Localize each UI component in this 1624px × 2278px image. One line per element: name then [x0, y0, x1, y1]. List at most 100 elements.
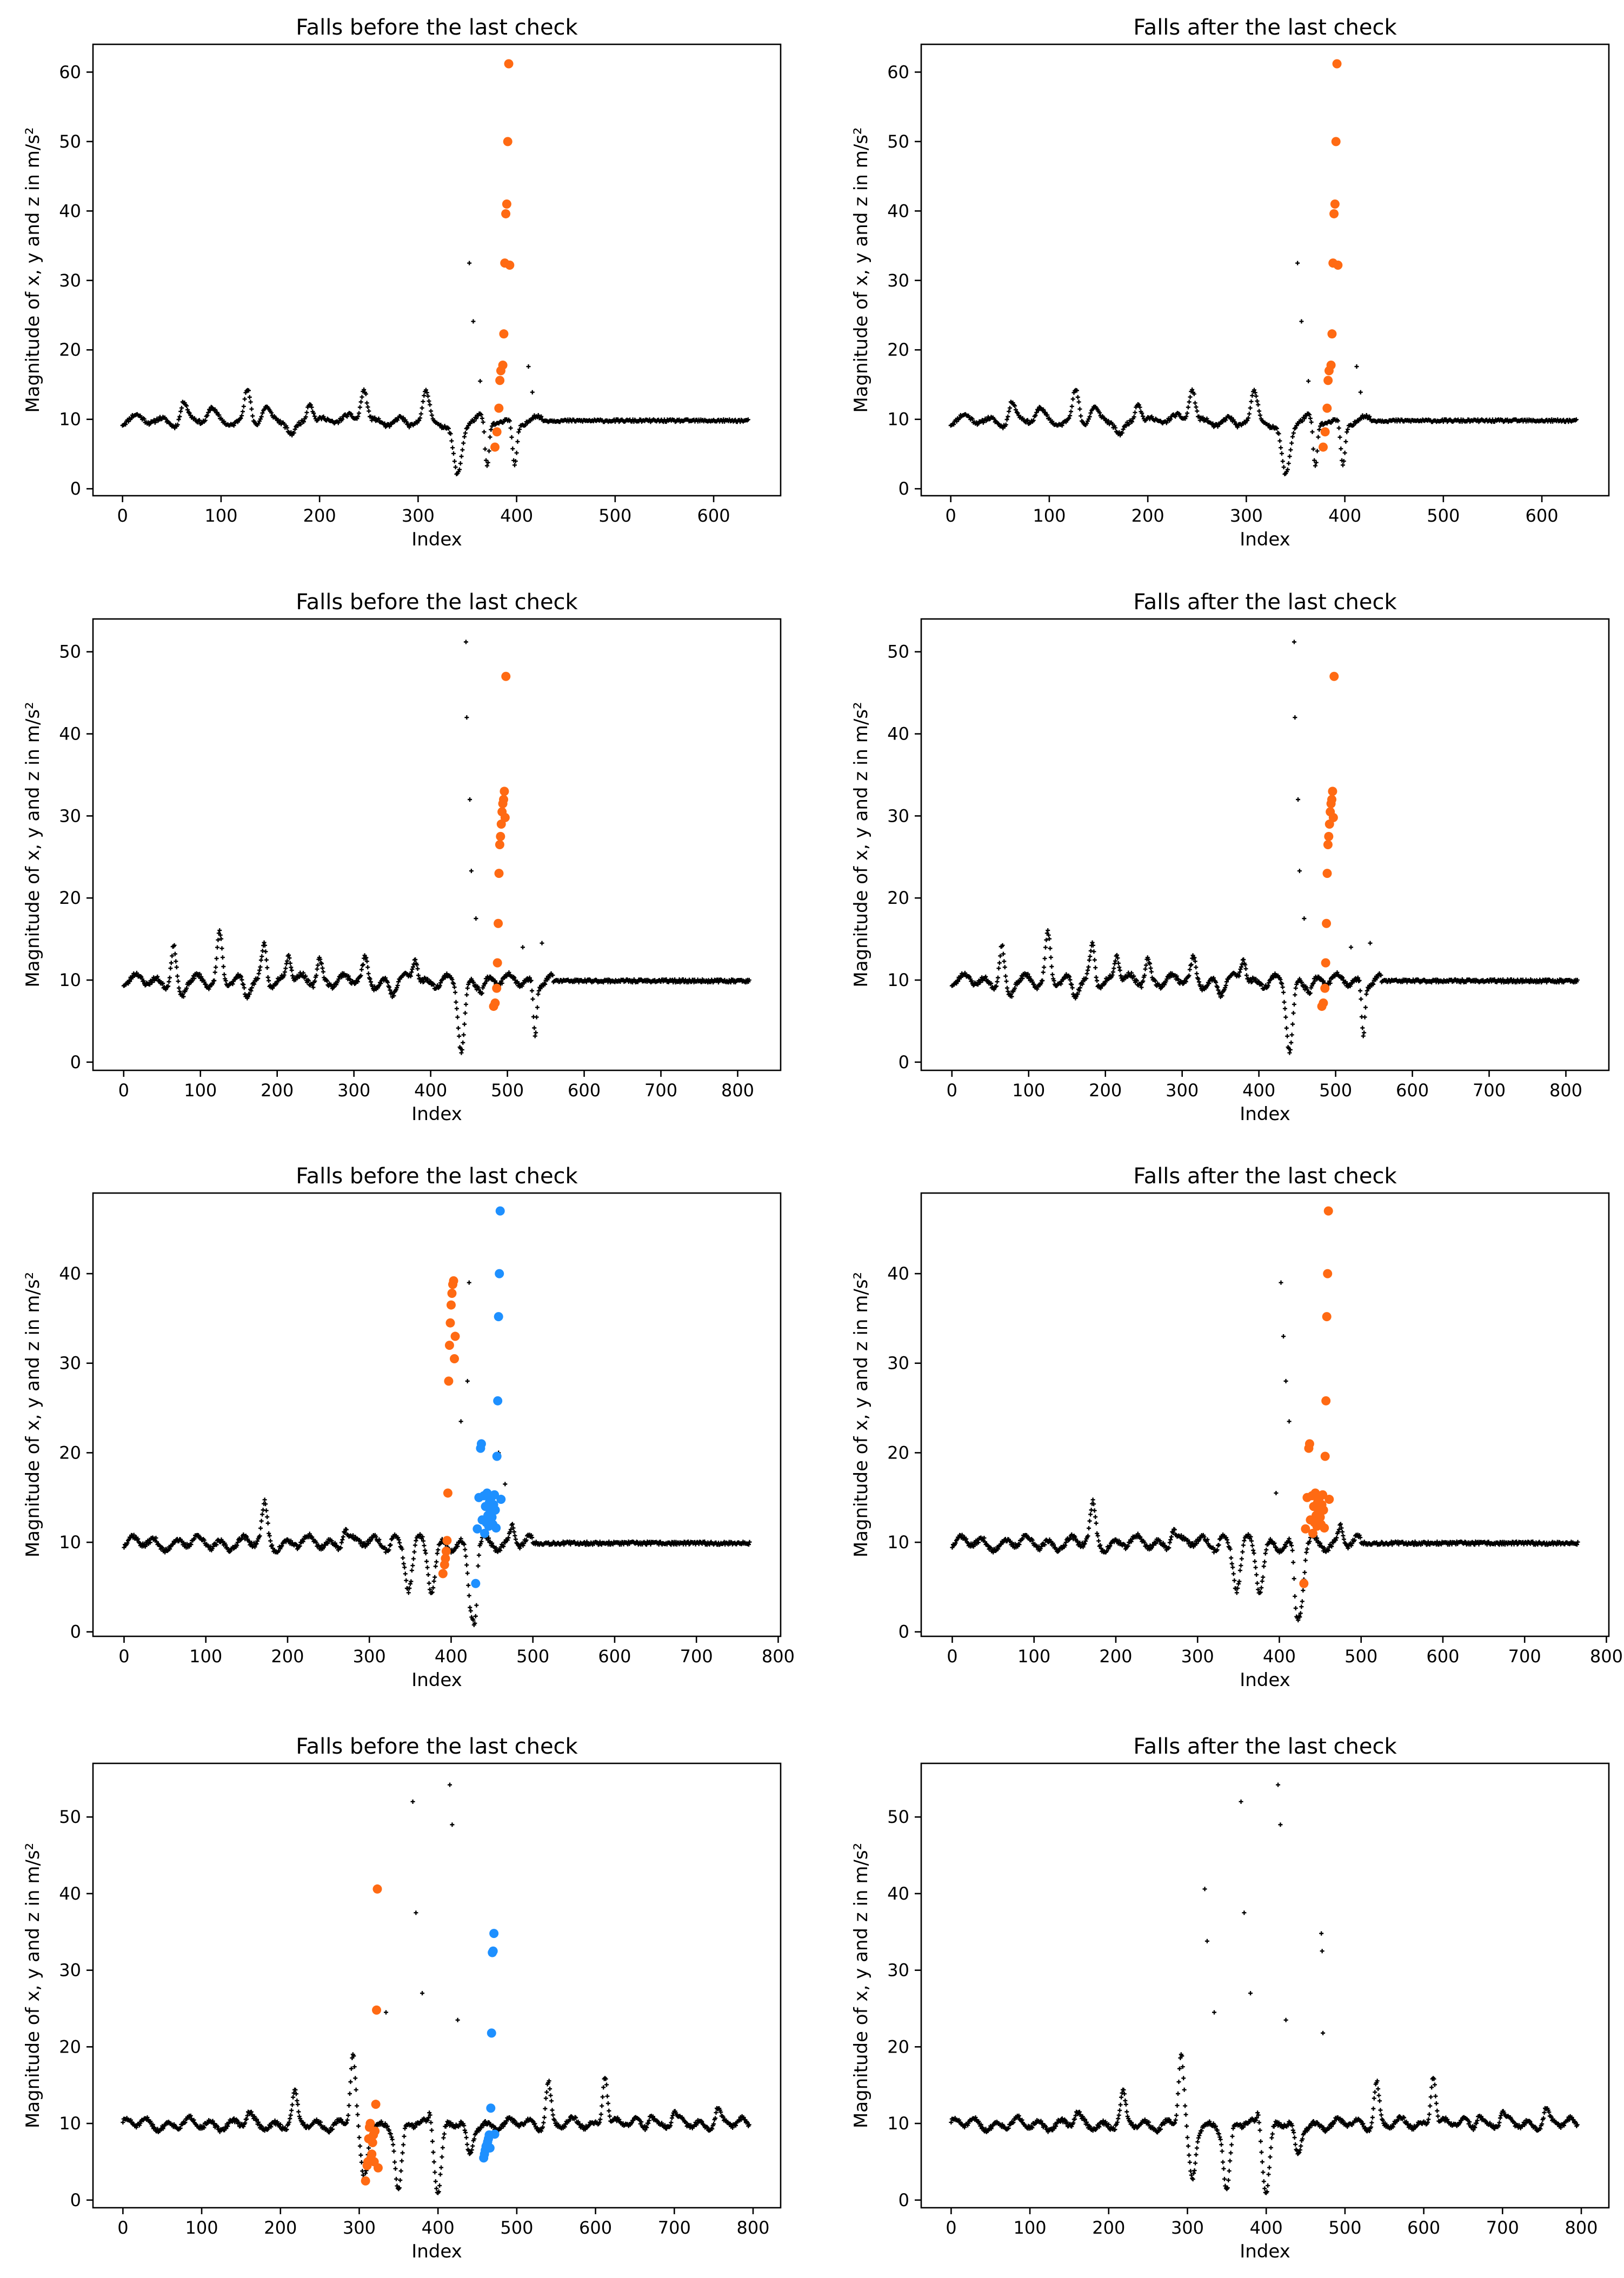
y-tick-label: 0: [898, 1622, 909, 1642]
data-point: [260, 411, 265, 416]
y-tick-label: 20: [59, 1442, 81, 1463]
data-point: [1036, 408, 1041, 413]
data-point: [362, 387, 367, 392]
data-point: [231, 423, 236, 428]
data-point: [1068, 413, 1073, 418]
y-tick-label: 30: [59, 805, 81, 826]
data-point: [187, 411, 192, 416]
data-point: [448, 431, 453, 436]
fall-orange-point: [495, 376, 505, 385]
x-tick-label: 200: [303, 505, 336, 526]
fall-orange-point: [1322, 869, 1332, 878]
fall-orange-point: [494, 403, 504, 413]
chart-title: Falls after the last check: [1133, 1164, 1397, 1189]
fall-blue-point: [496, 1495, 506, 1504]
fall-orange-point: [492, 983, 502, 993]
x-tick-label: 200: [1132, 505, 1164, 526]
fall-orange-point: [1323, 1269, 1333, 1278]
y-tick-label: 50: [887, 131, 909, 152]
y-tick-label: 60: [59, 62, 81, 82]
fall-orange-point: [450, 1354, 460, 1363]
x-tick-label: 300: [337, 1080, 370, 1101]
data-point: [285, 425, 290, 430]
data-point: [539, 414, 544, 419]
chart-title: Falls before the last check: [296, 1734, 578, 1759]
x-tick-label: 100: [189, 1646, 222, 1667]
data-point: [1075, 395, 1080, 399]
data-point: [363, 391, 368, 396]
data-point: [258, 417, 263, 422]
y-tick-label: 30: [59, 1353, 81, 1374]
fall-orange-point: [498, 360, 508, 370]
data-point: [321, 414, 326, 419]
data-point: [460, 448, 465, 452]
data-point: [1079, 414, 1083, 418]
x-tick-label: 500: [1427, 505, 1460, 526]
data-point: [438, 423, 443, 428]
data-point: [508, 425, 513, 430]
data-point: [176, 417, 181, 422]
x-tick-label: 100: [1017, 1646, 1050, 1667]
data-point: [1033, 413, 1038, 418]
x-tick-label: 700: [1473, 1080, 1506, 1101]
data-point: [392, 419, 397, 424]
fall-orange-point: [442, 1536, 452, 1546]
fall-orange-point: [1331, 137, 1341, 146]
fall-orange-point: [494, 869, 504, 878]
data-point: [425, 394, 430, 398]
data-point: [247, 395, 252, 399]
chart-title: Falls after the last check: [1133, 15, 1397, 40]
fall-orange-point: [501, 671, 511, 681]
data-point: [312, 414, 317, 419]
data-point: [514, 450, 519, 455]
x-tick-label: 300: [1230, 505, 1263, 526]
fall-orange-point: [1333, 261, 1343, 270]
data-point: [428, 402, 432, 407]
fall-blue-point: [495, 1269, 504, 1278]
fall-orange-point: [1329, 671, 1339, 681]
fall-orange-point: [1323, 376, 1333, 385]
x-tick-label: 100: [204, 505, 237, 526]
data-point: [424, 390, 429, 395]
fall-blue-point: [490, 1505, 500, 1515]
x-tick-label: 0: [117, 2217, 128, 2238]
data-point: [248, 399, 253, 404]
fall-orange-point: [500, 787, 509, 796]
fall-orange-point: [496, 831, 505, 841]
y-tick-label: 40: [59, 1263, 81, 1284]
data-point: [259, 414, 264, 419]
data-point: [515, 439, 520, 444]
data-point: [395, 418, 400, 423]
fall-orange-point: [499, 329, 509, 339]
y-tick-label: 40: [59, 201, 81, 221]
x-tick-label: 200: [271, 1646, 304, 1667]
fall-orange-point: [500, 812, 510, 822]
data-point: [1137, 405, 1142, 410]
x-tick-label: 0: [947, 1080, 957, 1101]
data-point: [123, 422, 128, 427]
data-point: [303, 415, 308, 419]
data-point: [453, 465, 458, 470]
y-tick-label: 0: [70, 478, 81, 499]
x-tick-label: 0: [118, 1080, 129, 1101]
fall-orange-point: [1299, 1578, 1309, 1588]
y-tick-label: 60: [887, 62, 909, 82]
data-point: [311, 411, 316, 416]
fall-orange-point: [438, 1569, 448, 1578]
fall-orange-point: [1320, 983, 1330, 993]
y-axis-label: Magnitude of x, y and z in m/s²: [850, 1272, 872, 1557]
fall-orange-point: [505, 261, 515, 270]
data-point: [484, 458, 489, 463]
fall-orange-point: [1329, 209, 1339, 218]
x-tick-label: 400: [500, 505, 533, 526]
y-tick-label: 30: [59, 270, 81, 291]
fall-orange-point: [443, 1488, 452, 1498]
x-tick-label: 100: [184, 1080, 217, 1101]
fall-orange-point: [1320, 1523, 1329, 1533]
data-point: [142, 417, 147, 422]
x-tick-label: 800: [762, 1646, 795, 1667]
data-point: [1050, 419, 1055, 424]
data-point: [179, 405, 184, 410]
data-point: [526, 364, 531, 369]
data-point: [1067, 416, 1071, 421]
